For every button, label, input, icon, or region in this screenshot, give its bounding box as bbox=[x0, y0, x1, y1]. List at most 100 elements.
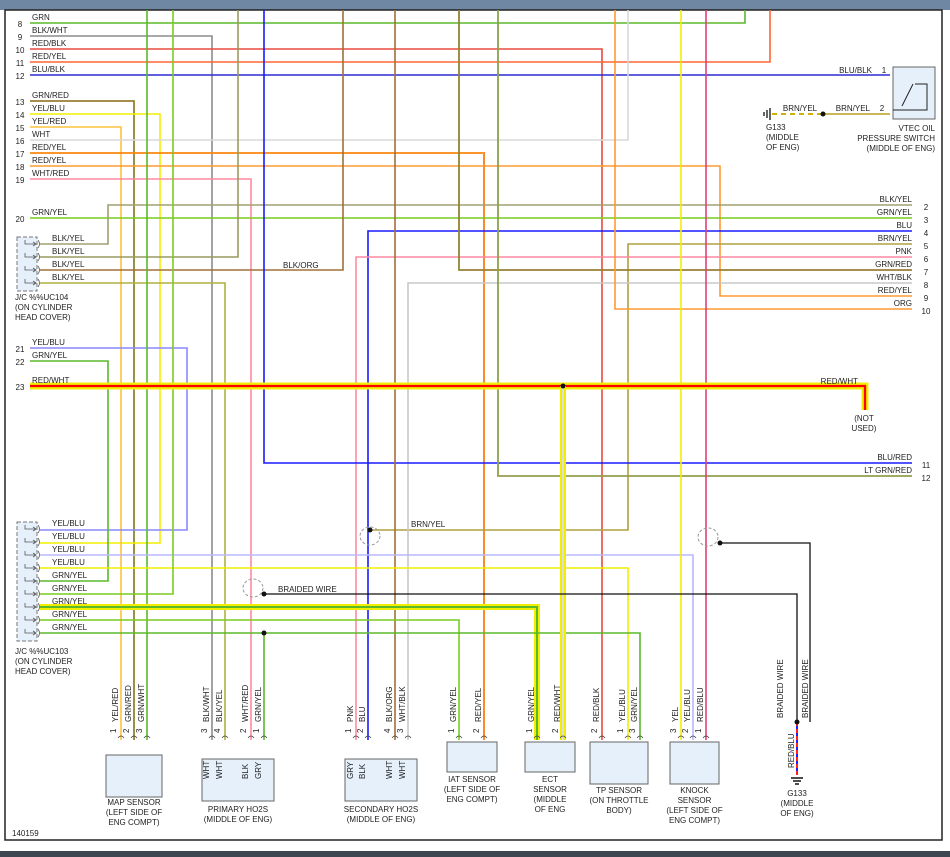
inner-wire-label: WHT bbox=[215, 761, 224, 779]
wire-label: RED/YEL bbox=[32, 156, 67, 165]
connector-pin-icon bbox=[24, 239, 40, 249]
ground-label: G133 bbox=[766, 123, 786, 132]
wire-10 bbox=[30, 48, 603, 740]
wire-jc103-8 bbox=[40, 619, 460, 740]
component-title: IAT SENSOR bbox=[448, 775, 496, 784]
braided-wire-1 bbox=[264, 593, 798, 722]
wire-label: RED/BLU bbox=[696, 687, 705, 722]
braided-wire-2 bbox=[720, 542, 811, 722]
diagram-frame bbox=[4, 9, 943, 841]
wire-label: BLK/YEL bbox=[52, 247, 85, 256]
wire-jc103-6 bbox=[40, 10, 174, 595]
connector-pin-icon bbox=[364, 735, 372, 739]
connector-pin-icon bbox=[404, 735, 412, 739]
pin-number: 3 bbox=[924, 216, 929, 225]
wire-label: YEL bbox=[671, 706, 680, 722]
component-title: BODY) bbox=[606, 806, 632, 815]
pin-number: 2 bbox=[239, 728, 248, 733]
wire-label: BLU/BLK bbox=[839, 66, 873, 75]
wire-jc103-9 bbox=[40, 632, 641, 740]
wire-label: GRN bbox=[32, 13, 50, 22]
wire-label: YEL/BLU bbox=[683, 689, 692, 722]
component-title: SECONDARY HO2S bbox=[344, 805, 418, 814]
wire-label: BLU bbox=[896, 221, 912, 230]
wire-label: YEL/RED bbox=[111, 688, 120, 722]
component-title: (MIDDLE OF ENG) bbox=[204, 815, 273, 824]
wire-label: RED/WHT bbox=[553, 685, 562, 722]
pin-number: 2 bbox=[590, 728, 599, 733]
wire-15 bbox=[30, 126, 122, 740]
pin-number: 18 bbox=[16, 163, 25, 172]
connector-pin-icon bbox=[24, 576, 40, 586]
pin-number: 3 bbox=[200, 728, 209, 733]
pin-number: 4 bbox=[924, 229, 929, 238]
not-used-label: USED) bbox=[852, 424, 877, 433]
window-bottom-bar bbox=[0, 851, 950, 857]
wire-r6 bbox=[355, 256, 912, 740]
wire-r12-stripe bbox=[497, 10, 912, 477]
wire-label: WHT/RED bbox=[32, 169, 70, 178]
pin-number: 1 bbox=[252, 728, 261, 733]
pin-number: 14 bbox=[16, 111, 25, 120]
component-body bbox=[669, 741, 720, 785]
junction-title: J/C %%UC104 bbox=[15, 293, 69, 302]
inner-wire-label: BLK bbox=[358, 763, 367, 779]
pin-number: 15 bbox=[16, 124, 25, 133]
splice-node bbox=[820, 111, 826, 117]
pin-number: 7 bbox=[924, 268, 929, 277]
wire-label: GRN/YEL bbox=[877, 208, 913, 217]
pin-number: 1 bbox=[109, 728, 118, 733]
wire-r8 bbox=[407, 282, 912, 740]
wire-label: PNK bbox=[346, 705, 355, 722]
ground-icon bbox=[791, 777, 803, 785]
pin-number: 6 bbox=[924, 255, 929, 264]
wire-14 bbox=[30, 113, 161, 544]
pin-number: 23 bbox=[16, 383, 25, 392]
ground-icon bbox=[763, 108, 771, 120]
wire-label: BLK/YEL bbox=[215, 689, 224, 722]
wire-label: BRAIDED WIRE bbox=[776, 659, 785, 718]
wire-label: RED/YEL bbox=[32, 143, 67, 152]
wire-17 bbox=[30, 152, 485, 740]
wire-label: YEL/BLU bbox=[52, 545, 85, 554]
connector-pin-icon bbox=[480, 735, 488, 739]
wire-label: RED/YEL bbox=[32, 52, 67, 61]
wire-jc103-7-stripe bbox=[40, 606, 538, 740]
wire-r7-stripe bbox=[458, 10, 912, 271]
component-title: (LEFT SIDE OF bbox=[106, 808, 162, 817]
not-used-label: (NOT bbox=[854, 414, 874, 423]
pin-number: 1 bbox=[616, 728, 625, 733]
pin-number: 8 bbox=[924, 281, 929, 290]
connector-pin-icon bbox=[702, 735, 710, 739]
wire-13-stripe bbox=[30, 100, 135, 740]
wire-label: GRN/YEL bbox=[52, 597, 88, 606]
window-top-bar bbox=[0, 0, 950, 10]
wire-jc103-4 bbox=[40, 567, 629, 740]
pin-number: 21 bbox=[16, 345, 25, 354]
wire-label: RED/BLK bbox=[592, 687, 601, 722]
wire-label: GRN/YEL bbox=[32, 208, 68, 217]
component-title: (LEFT SIDE OF bbox=[666, 806, 722, 815]
wire-label: WHT/BLK bbox=[876, 273, 912, 282]
pin-number: 4 bbox=[383, 728, 392, 733]
wire-label: RED/WHT bbox=[32, 376, 69, 385]
wire-label: BLK/ORG bbox=[283, 261, 319, 270]
pin-number: 1 bbox=[447, 728, 456, 733]
wire-label: YEL/RED bbox=[32, 117, 66, 126]
wire-r11 bbox=[263, 10, 912, 464]
connector-pin-icon bbox=[130, 735, 138, 739]
pin-number: 12 bbox=[922, 474, 931, 483]
component-body bbox=[589, 741, 649, 785]
pin-number: 2 bbox=[880, 104, 885, 113]
component-title: ENG COMPT) bbox=[108, 818, 159, 827]
inner-wire-label: BLK bbox=[241, 763, 250, 779]
inner-wire-label: WHT bbox=[385, 761, 394, 779]
pin-number: 2 bbox=[472, 728, 481, 733]
connector-pin-icon bbox=[24, 252, 40, 262]
component-title: (LEFT SIDE OF bbox=[444, 785, 500, 794]
connector-pin-icon bbox=[117, 735, 125, 739]
wire-label: PNK bbox=[896, 247, 913, 256]
connector-pin-icon bbox=[391, 735, 399, 739]
ground-label: (MIDDLE bbox=[766, 133, 799, 142]
wire-21 bbox=[30, 347, 188, 531]
